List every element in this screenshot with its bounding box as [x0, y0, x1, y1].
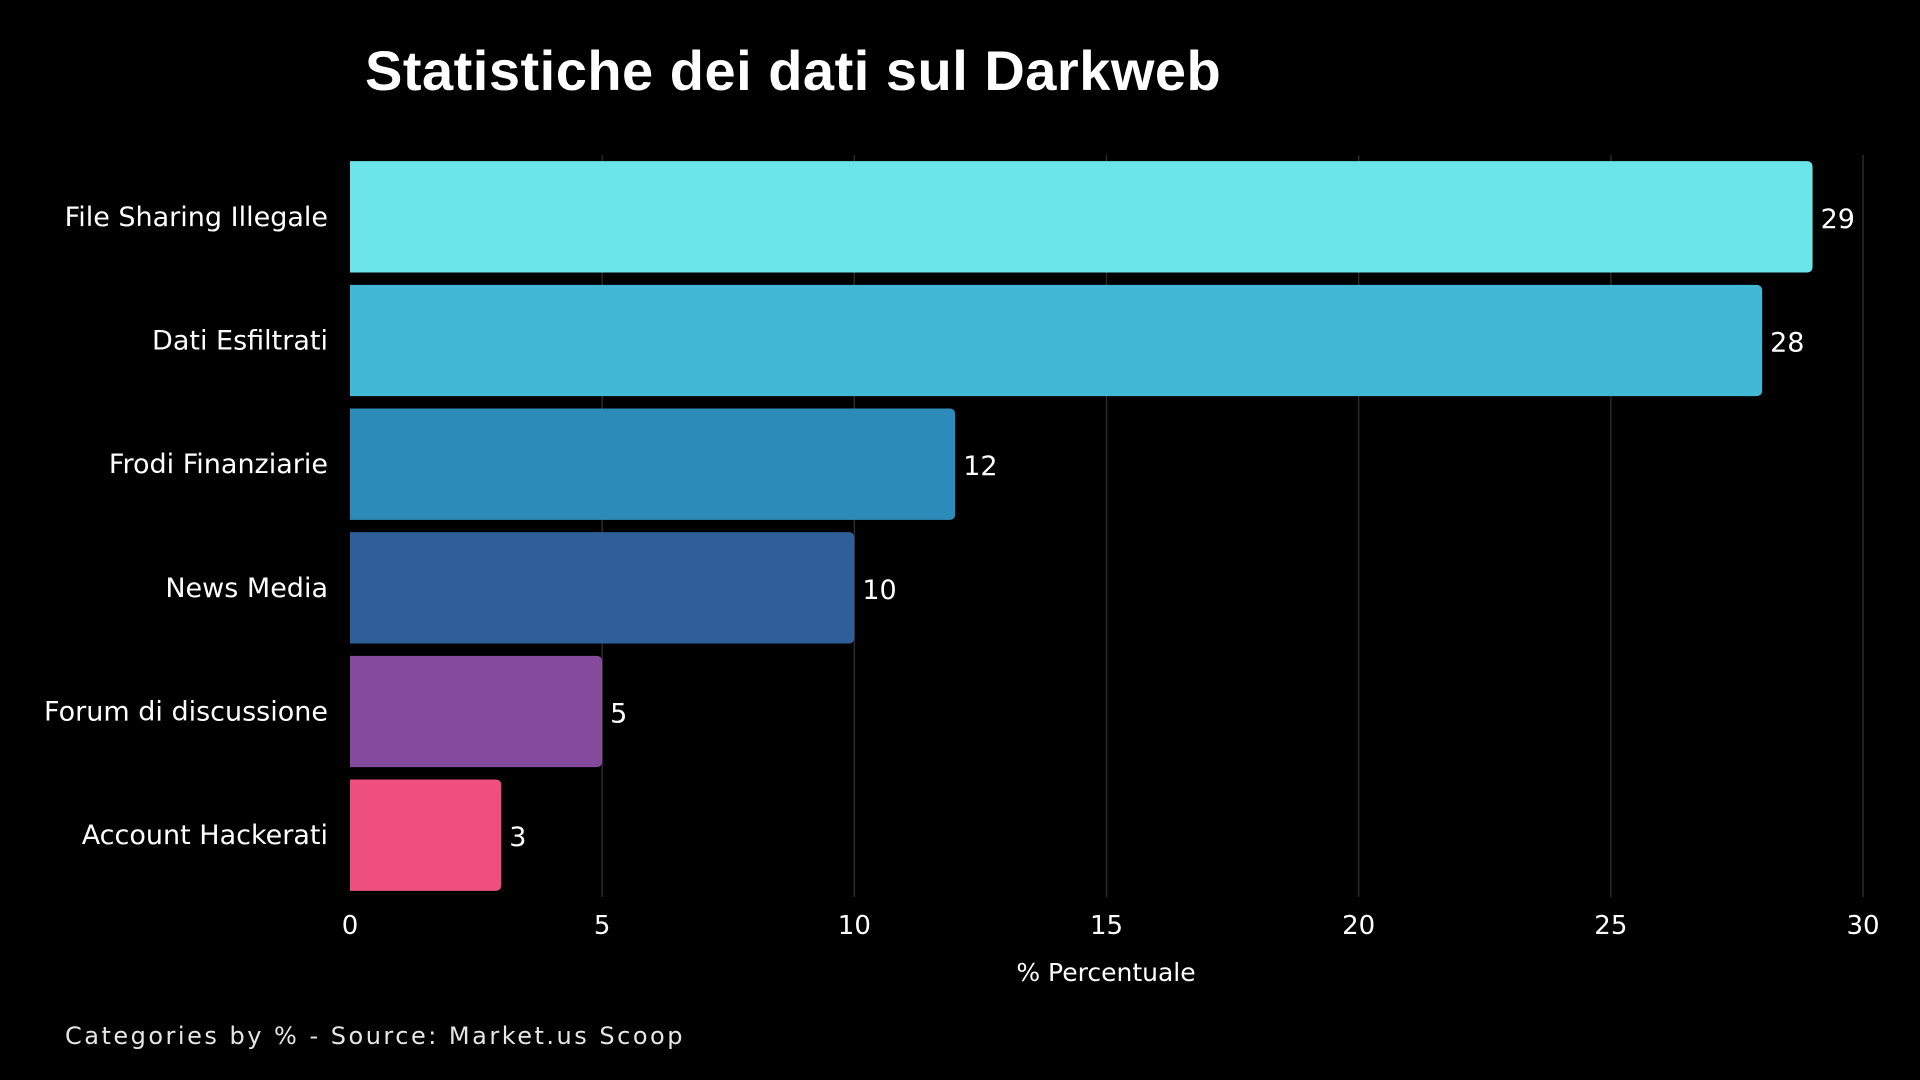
- bar: [350, 532, 855, 644]
- bar: [350, 284, 1763, 397]
- category-label: File Sharing Illegale: [65, 202, 328, 233]
- bars: [350, 161, 1813, 891]
- x-axis-ticks: 0 5 10 15 20 25 30: [342, 911, 1880, 941]
- data-label: 3: [509, 822, 526, 853]
- bar: [350, 408, 956, 520]
- category-label: Account Hackerati: [82, 820, 328, 851]
- chart-title: Statistiche dei dati sul Darkweb: [365, 39, 1222, 102]
- bar: [350, 655, 603, 768]
- category-labels: File Sharing Illegale Dati Esfiltrati Frod…: [44, 202, 328, 851]
- x-tick-label: 15: [1090, 911, 1123, 941]
- bar: [350, 779, 502, 891]
- category-label: Forum di discussione: [44, 697, 328, 728]
- category-label: Dati Esfiltrati: [152, 326, 328, 357]
- x-axis-title: % Percentuale: [1016, 958, 1195, 987]
- category-label: News Media: [165, 573, 328, 604]
- source-caption: Categories by % - Source: Market.us Scoo…: [65, 1022, 685, 1050]
- data-label: 5: [610, 699, 627, 730]
- bar: [350, 161, 1813, 273]
- data-label: 28: [1770, 328, 1804, 359]
- value-labels: 29 28 12 10 5 3: [509, 204, 1855, 853]
- data-label: 10: [862, 575, 896, 606]
- grid-lines: [601, 155, 1864, 897]
- x-tick-label: 25: [1594, 911, 1627, 941]
- x-tick-label: 5: [594, 911, 611, 941]
- x-tick-label: 0: [342, 911, 359, 941]
- data-label: 12: [963, 451, 997, 482]
- x-tick-label: 20: [1342, 911, 1375, 941]
- x-tick-label: 30: [1846, 911, 1879, 941]
- data-label: 29: [1821, 204, 1855, 235]
- x-tick-label: 10: [838, 911, 871, 941]
- category-label: Frodi Finanziarie: [109, 449, 328, 480]
